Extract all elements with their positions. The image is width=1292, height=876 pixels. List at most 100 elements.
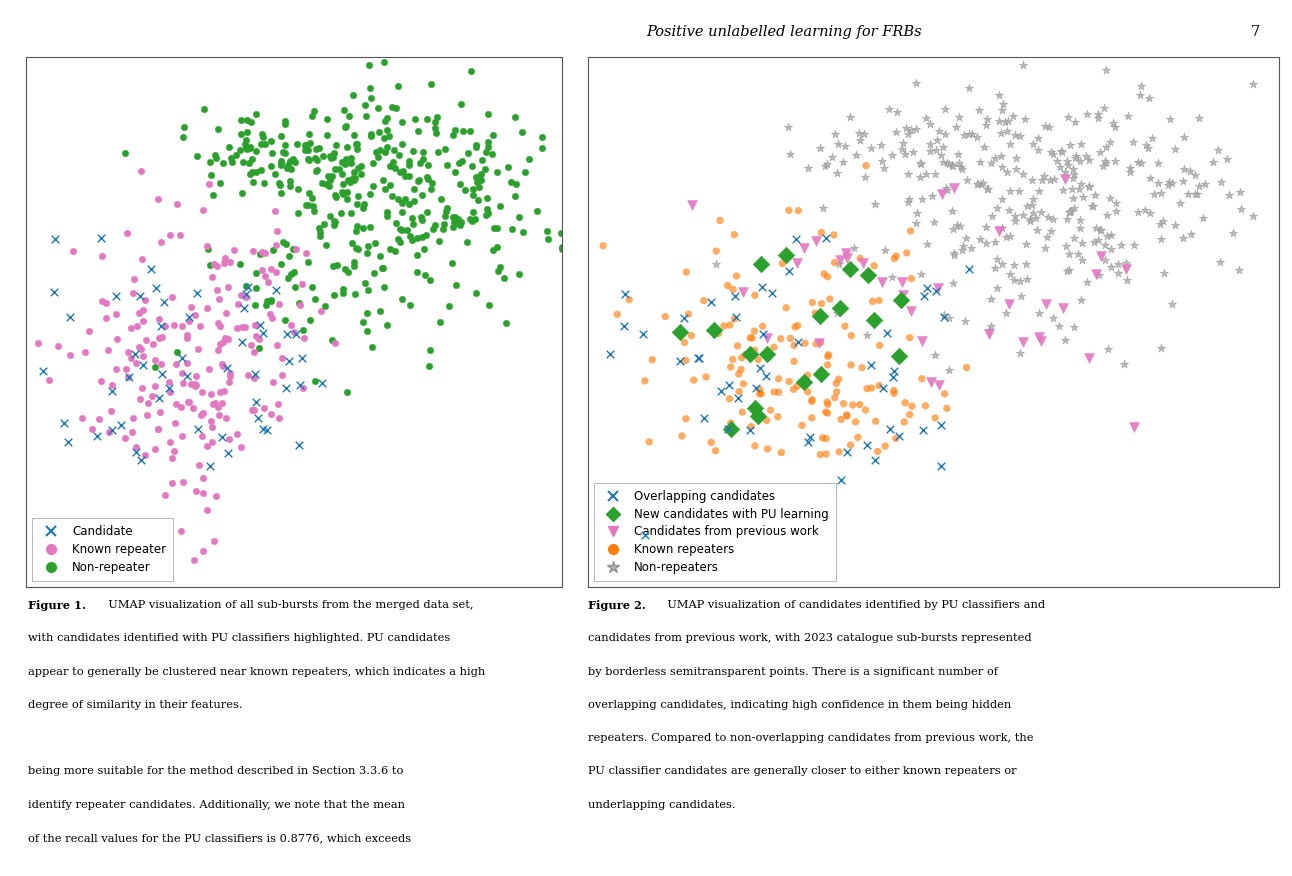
Point [295, 330, 315, 344]
Point [284, 265, 305, 279]
Point [968, 177, 988, 191]
Point [991, 149, 1012, 163]
Point [162, 477, 182, 491]
Point [251, 163, 271, 177]
Point [882, 371, 903, 385]
Point [408, 124, 429, 138]
Point [279, 154, 300, 168]
Point [795, 513, 815, 527]
Point [186, 149, 207, 163]
Point [776, 248, 797, 262]
Point [385, 160, 406, 174]
Point [840, 110, 860, 124]
Point [298, 127, 319, 141]
Point [88, 413, 109, 427]
Point [251, 247, 271, 261]
Point [336, 152, 357, 166]
Point [792, 419, 813, 433]
Point [222, 155, 243, 169]
Point [275, 313, 296, 327]
Point [442, 128, 463, 142]
Point [934, 307, 955, 321]
Point [1178, 187, 1199, 201]
Point [353, 314, 373, 328]
Point [1028, 184, 1049, 198]
Point [770, 332, 791, 346]
Point [345, 137, 366, 151]
Point [991, 257, 1012, 271]
Point [213, 384, 234, 398]
Point [527, 204, 548, 218]
Point [1128, 205, 1149, 219]
Point [133, 350, 154, 364]
Point [320, 151, 341, 165]
Point [214, 331, 235, 345]
Point [434, 208, 455, 223]
Point [1137, 140, 1158, 154]
Point [324, 336, 345, 350]
Point [333, 286, 354, 300]
Point [840, 262, 860, 276]
Point [391, 138, 412, 152]
Point [819, 292, 840, 306]
Point [278, 354, 298, 368]
Point [463, 182, 483, 196]
Point [959, 262, 979, 276]
Point [1056, 239, 1076, 253]
Point [1047, 154, 1067, 168]
Point [302, 191, 323, 205]
Point [165, 416, 186, 430]
Point [289, 298, 310, 312]
Point [269, 176, 289, 190]
Point [996, 124, 1017, 138]
Point [313, 149, 333, 163]
Point [929, 378, 950, 392]
Point [238, 368, 258, 382]
Point [255, 269, 275, 283]
Point [584, 252, 605, 266]
Point [463, 206, 483, 220]
Point [593, 239, 614, 253]
Point [217, 446, 238, 460]
Point [461, 159, 482, 173]
Point [425, 121, 446, 135]
Point [200, 386, 221, 400]
Point [399, 169, 420, 183]
Point [231, 288, 252, 302]
Point [345, 286, 366, 300]
Point [851, 361, 872, 375]
Point [1063, 166, 1084, 180]
Point [842, 398, 863, 412]
Point [81, 422, 102, 436]
Point [425, 116, 446, 130]
Text: being more suitable for the method described in Section 3.3.6 to: being more suitable for the method descr… [28, 766, 404, 776]
Point [333, 282, 354, 296]
Point [398, 154, 419, 168]
Point [332, 177, 353, 191]
Point [435, 203, 456, 217]
Point [1107, 258, 1128, 272]
Point [552, 242, 572, 256]
Point [912, 422, 933, 436]
Point [895, 121, 916, 135]
Point [27, 336, 48, 350]
Point [235, 133, 256, 147]
Point [996, 165, 1017, 179]
Point [284, 325, 305, 339]
Point [999, 297, 1019, 311]
Point [740, 331, 761, 345]
Point [288, 181, 309, 195]
Point [951, 159, 972, 173]
Point [255, 176, 275, 190]
Point [1136, 138, 1156, 152]
Point [434, 216, 455, 230]
Point [243, 174, 264, 188]
Point [1162, 297, 1182, 311]
Point [296, 246, 317, 260]
Point [550, 226, 571, 240]
Point [346, 137, 367, 151]
Point [1063, 320, 1084, 334]
Point [304, 199, 324, 213]
Point [255, 137, 275, 151]
Point [395, 168, 416, 182]
